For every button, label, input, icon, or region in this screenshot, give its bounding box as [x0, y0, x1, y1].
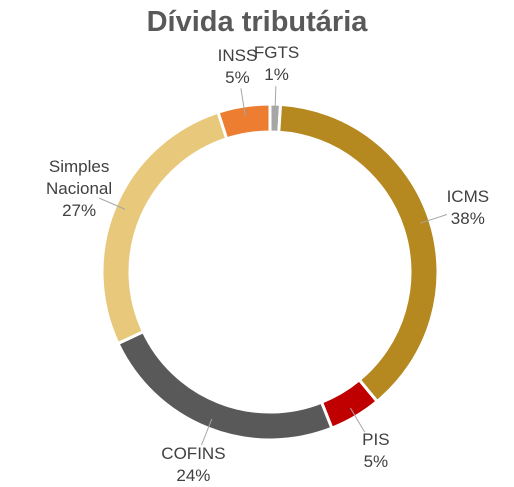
- leader-line: [274, 86, 277, 115]
- data-label: Simples Nacional 27%: [29, 156, 129, 222]
- category-label: COFINS: [161, 444, 226, 464]
- data-label: FGTS 1%: [254, 42, 299, 86]
- leader-line: [420, 214, 448, 224]
- donut-segment: [115, 329, 334, 442]
- value-label: 5%: [363, 452, 389, 472]
- chart-title: Dívida tributária: [146, 6, 368, 38]
- leader-line: [349, 407, 366, 433]
- value-label: 1%: [264, 65, 289, 85]
- category-label: Simples Nacional: [46, 157, 113, 199]
- value-label: 5%: [225, 67, 250, 87]
- page: Dívida tributária (() => { const data = …: [29, 6, 490, 486]
- category-label: INSS: [217, 45, 258, 65]
- value-label: 27%: [62, 201, 97, 221]
- category-label: FGTS: [253, 43, 300, 63]
- category-label: PIS: [362, 430, 390, 450]
- leader-line: [99, 197, 126, 210]
- category-label: ICMS: [446, 186, 490, 206]
- leader-line: [201, 418, 213, 446]
- data-label: PIS 5%: [362, 429, 389, 473]
- data-label: INSS 5%: [218, 45, 258, 89]
- data-label: ICMS 38%: [447, 186, 490, 230]
- donut-segment: [277, 102, 440, 404]
- chart: [99, 86, 448, 446]
- donut-segment: [100, 110, 229, 346]
- data-label: COFINS 24%: [161, 443, 225, 487]
- value-label: 38%: [450, 208, 485, 228]
- leader-line: [240, 88, 246, 117]
- value-label: 24%: [176, 466, 211, 486]
- donut-segment: [216, 102, 272, 141]
